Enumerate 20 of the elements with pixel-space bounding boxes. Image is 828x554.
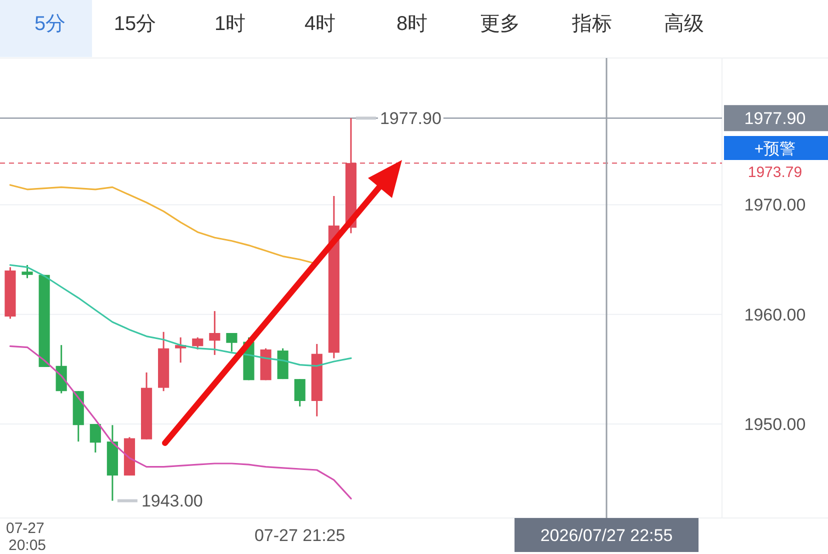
x-tick-label: 07-27 20:05 (6, 520, 49, 554)
text: 4时 (304, 13, 336, 35)
text: 指标 (571, 13, 612, 35)
text: 1时 (214, 13, 246, 35)
y-tick-label: 1950.00 (744, 415, 806, 434)
annotation: +预警 (754, 141, 796, 158)
line-series (9, 264, 352, 367)
text: 15分 (114, 13, 156, 35)
text: 更多 (480, 13, 520, 35)
ref-line-label: 1977.90 (744, 109, 806, 128)
annotation: 1977.90 (380, 109, 442, 128)
ref-line-label: 2026/07/27 22:55 (540, 526, 673, 545)
text: 高级 (664, 12, 704, 35)
text: 5分 (34, 13, 66, 35)
text: 8时 (396, 13, 428, 35)
y-tick-label: 1970.00 (744, 196, 806, 215)
ref-line-label: 1973.79 (748, 164, 802, 182)
annotation: 1943.00 (141, 492, 203, 511)
y-tick-label: 1960.00 (744, 305, 806, 324)
x-tick-label: 07-27 21:25 (254, 526, 346, 545)
